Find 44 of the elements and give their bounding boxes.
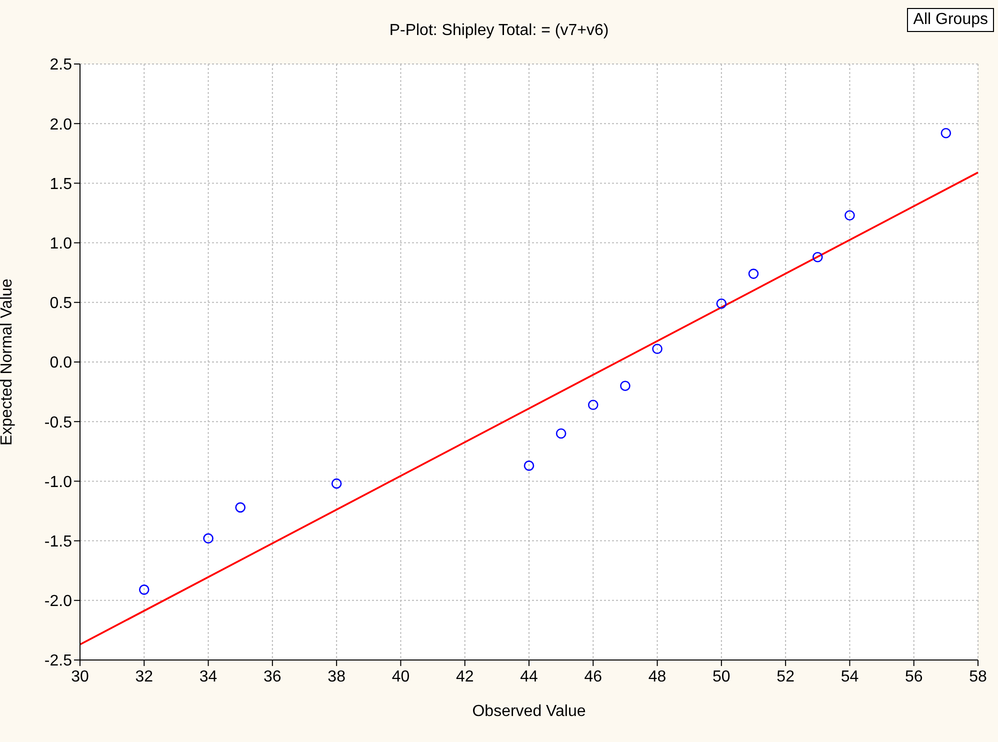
point	[524, 460, 534, 471]
y-axis-title: Expected Normal Value	[0, 278, 16, 446]
x-axis-title: Observed Value	[472, 703, 586, 720]
point	[748, 268, 759, 279]
x-tick-label: 46	[584, 668, 602, 686]
x-tick-label: 34	[199, 668, 218, 686]
point	[652, 344, 662, 354]
point	[812, 252, 823, 262]
x-tick-label: 30	[71, 668, 89, 686]
x-tick-label: 48	[648, 668, 666, 686]
x-tick-label: 58	[969, 668, 987, 686]
x-tick-label: 54	[840, 668, 859, 686]
point	[588, 400, 598, 410]
point	[556, 428, 566, 439]
x-tick-label: 38	[328, 668, 346, 686]
x-tick-label: 50	[712, 668, 730, 686]
x-tick-label: 42	[456, 668, 474, 686]
x-tick-label: 52	[776, 668, 795, 686]
point	[203, 533, 214, 544]
point	[940, 128, 952, 138]
point	[620, 380, 630, 391]
point	[235, 502, 246, 513]
x-tick-label: 44	[520, 668, 538, 686]
x-tick-label: 56	[904, 668, 923, 686]
x-tick-label: 32	[135, 668, 154, 686]
point	[844, 210, 855, 221]
y-tick-label: 1.0	[50, 235, 72, 252]
x-tick-label: 40	[392, 668, 410, 686]
chart-title: P-Plot: Shipley Total: = (v7+v6)	[389, 22, 609, 39]
y-tick-label: -2.0	[44, 593, 72, 610]
y-tick-label: 2.0	[50, 116, 72, 134]
text: All Groups	[907, 8, 994, 32]
y-tick-label: -1.5	[44, 533, 72, 550]
y-tick-label: 0.5	[50, 295, 72, 312]
x-tick-label: 36	[264, 668, 282, 686]
y-tick-label: 2.5	[50, 56, 72, 74]
point	[331, 478, 342, 489]
y-tick-label: -2.5	[44, 652, 72, 670]
point	[716, 298, 727, 309]
point	[138, 584, 150, 595]
y-tick-label: -0.5	[44, 414, 72, 432]
y-tick-label: 1.5	[50, 176, 72, 193]
y-tick-label: 0.0	[50, 354, 72, 372]
y-tick-label: -1.0	[44, 474, 72, 491]
